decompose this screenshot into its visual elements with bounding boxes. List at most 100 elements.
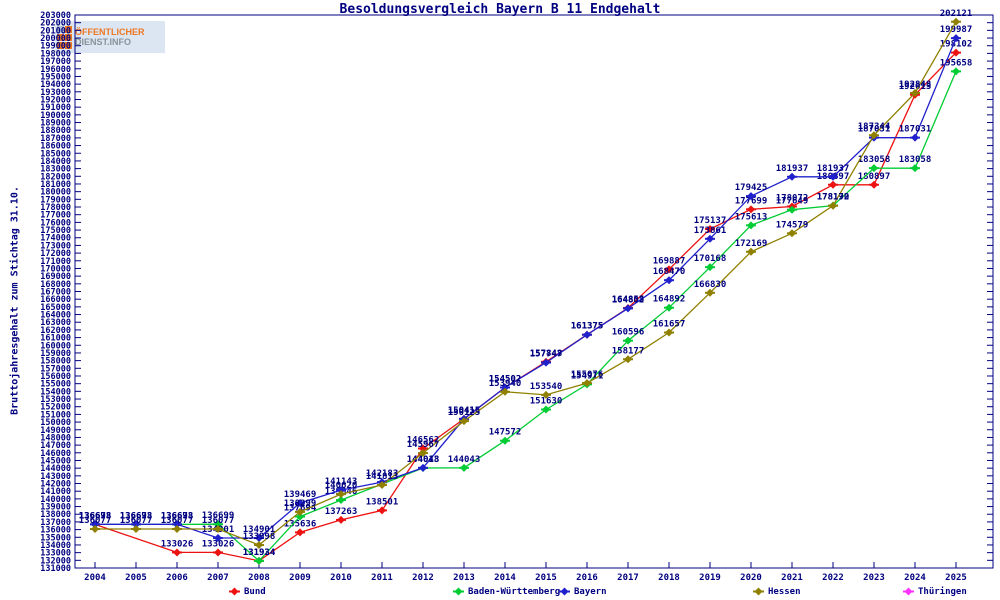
x-tick-label: 2013 <box>453 573 475 583</box>
x-tick-label: 2010 <box>330 573 352 583</box>
data-point <box>870 164 878 173</box>
data-point <box>91 525 99 534</box>
y-tick-label: 165000 <box>40 303 71 313</box>
x-tick-label: 2020 <box>740 573 762 583</box>
data-point <box>337 486 345 495</box>
y-tick-label: 184000 <box>40 157 71 167</box>
data-point-label: 144018 <box>407 455 440 465</box>
data-point-label: 140620 <box>325 481 358 491</box>
data-point-label: 172169 <box>735 239 768 249</box>
data-point-label: 136077 <box>161 516 194 526</box>
data-point <box>829 180 837 189</box>
data-point-label: 178172 <box>817 193 850 203</box>
data-point <box>378 506 386 515</box>
data-point-label: 142183 <box>366 469 399 479</box>
data-point <box>911 88 919 97</box>
data-point-label: 141143 <box>325 477 358 487</box>
y-tick-label: 142000 <box>40 480 71 490</box>
data-point <box>501 436 509 445</box>
x-tick-label: 2019 <box>699 573 721 583</box>
y-tick-label: 186000 <box>40 142 71 152</box>
data-point <box>665 276 673 285</box>
logo-squares-icon <box>57 25 72 49</box>
logo-text-line1: ÖFFENTLICHER <box>75 27 145 37</box>
y-tick-label: 171000 <box>40 257 71 267</box>
legend-label: Thüringen <box>918 586 967 597</box>
data-point-label: 136693 <box>161 511 194 521</box>
data-point-label: 187031 <box>899 125 932 135</box>
data-point-label: 181937 <box>776 164 809 174</box>
data-point-label: 169887 <box>653 256 686 266</box>
data-point <box>583 379 591 388</box>
legend-marker-icon <box>453 587 464 596</box>
data-point-label: 161657 <box>653 320 686 330</box>
y-tick-label: 135000 <box>40 533 71 543</box>
y-tick-label: 202000 <box>40 19 71 29</box>
legend-item-Bayern: Bayern <box>558 586 607 597</box>
data-point-label: 178072 <box>776 193 809 203</box>
data-point <box>214 520 222 529</box>
data-point-label: 150415 <box>448 406 481 416</box>
data-point-label: 164892 <box>653 295 686 305</box>
data-point-label: 187031 <box>858 125 891 135</box>
data-point <box>747 221 755 230</box>
data-point <box>255 556 263 565</box>
series-Hessen: 136077 136077 136077 136077 133998 138299 1406… <box>79 9 973 549</box>
y-tick-label: 169000 <box>40 272 71 282</box>
legend-marker-icon <box>903 587 914 596</box>
data-point-label: 136077 <box>120 516 153 526</box>
data-point <box>870 180 878 189</box>
series-Bund: 136678 133026 133026 131934 135636 137263 1385… <box>79 40 972 565</box>
y-tick-label: 199000 <box>40 42 71 52</box>
y-tick-label: 181000 <box>40 180 71 190</box>
data-point-label: 180897 <box>858 172 891 182</box>
y-tick-label: 132000 <box>40 556 71 566</box>
legend-item-Bund: Bund <box>228 586 266 597</box>
data-point-label: 136678 <box>161 511 194 521</box>
data-point <box>419 449 427 458</box>
y-tick-label: 180000 <box>40 188 71 198</box>
data-point <box>255 540 263 549</box>
x-tick-label: 2008 <box>248 573 270 583</box>
y-tick-label: 203000 <box>40 11 71 21</box>
y-tick-label: 174000 <box>40 234 71 244</box>
y-tick-label: 143000 <box>40 472 71 482</box>
data-point <box>173 548 181 557</box>
x-tick-label: 2014 <box>494 573 516 583</box>
data-point <box>747 205 755 214</box>
y-tick-label: 177000 <box>40 211 71 221</box>
x-tick-label: 2025 <box>945 573 967 583</box>
data-point-label: 202121 <box>940 9 973 19</box>
data-point-label: 177649 <box>776 197 809 207</box>
y-tick-label: 192000 <box>40 95 71 105</box>
x-tick-label: 2005 <box>125 573 147 583</box>
data-point <box>214 548 222 557</box>
series-line <box>95 71 957 562</box>
y-tick-label: 158000 <box>40 357 71 367</box>
data-point <box>542 358 550 367</box>
legend-label: Bund <box>244 586 266 597</box>
x-tick-label: 2004 <box>84 573 106 583</box>
series-line <box>94 52 957 562</box>
data-point <box>460 463 468 472</box>
legend-label: Hessen <box>768 586 801 597</box>
data-point-label: 192613 <box>899 82 932 92</box>
y-tick-label: 196000 <box>40 65 71 75</box>
y-tick-label: 197000 <box>40 57 71 67</box>
data-point-label: 161375 <box>571 322 604 332</box>
data-point-label: 174579 <box>776 220 809 230</box>
data-point-label: 183058 <box>858 155 891 165</box>
y-tick-label: 179000 <box>40 195 71 205</box>
data-point <box>460 417 468 426</box>
y-tick-label: 162000 <box>40 326 71 336</box>
data-point-label: 136077 <box>79 516 112 526</box>
data-point <box>542 390 550 399</box>
data-point <box>91 520 99 529</box>
data-point <box>788 229 796 238</box>
y-tick-label: 139000 <box>40 503 71 513</box>
data-point-label: 131924 <box>243 548 276 558</box>
data-point <box>706 288 714 297</box>
x-tick-label: 2009 <box>289 573 311 583</box>
legend-marker-icon <box>753 587 764 596</box>
y-tick-label: 131000 <box>40 564 71 574</box>
